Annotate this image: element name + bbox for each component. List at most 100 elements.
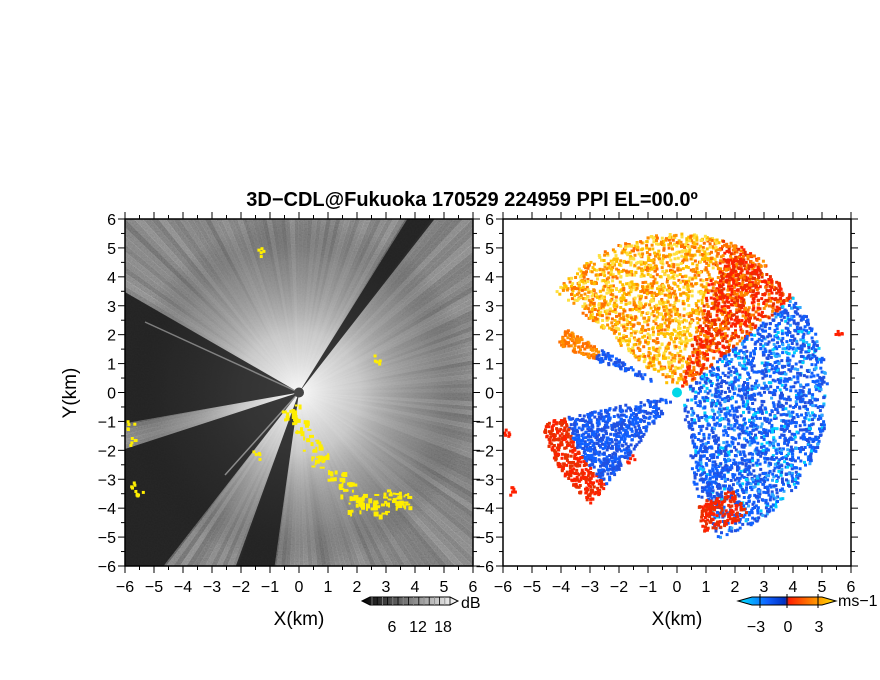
- velocity-pixel: [699, 389, 702, 393]
- velocity-pixel: [574, 276, 578, 279]
- velocity-pixel: [582, 281, 586, 285]
- velocity-pixel: [628, 257, 632, 261]
- velocity-pixel: [702, 293, 706, 297]
- reflectivity-highlight: [387, 489, 392, 493]
- velocity-pixel: [766, 478, 770, 482]
- velocity-pixel: [675, 241, 679, 245]
- velocity-pixel: [786, 443, 790, 447]
- velocity-pixel: [709, 341, 713, 345]
- velocity-pixel: [810, 396, 814, 400]
- velocity-pixel: [778, 282, 781, 286]
- velocity-pixel: [695, 339, 699, 343]
- velocity-pixel: [648, 303, 652, 307]
- velocity-pixel: [655, 236, 659, 240]
- velocity-pixel: [724, 320, 728, 324]
- velocity-pixel: [703, 399, 707, 403]
- velocity-pixel: [777, 469, 781, 473]
- velocity-pixel: [725, 278, 729, 282]
- velocity-pixel: [778, 290, 781, 294]
- velocity-pixel: [719, 259, 723, 263]
- velocity-pixel: [579, 279, 583, 283]
- velocity-pixel: [682, 370, 686, 374]
- velocity-pixel: [725, 245, 729, 249]
- velocity-pixel: [711, 475, 715, 479]
- velocity-pixel: [687, 250, 691, 254]
- velocity-pixel: [678, 332, 682, 336]
- velocity-pixel: [641, 289, 645, 293]
- velocity-pixel: [723, 465, 727, 469]
- velocity-pixel: [768, 349, 772, 353]
- velocity-pixel: [740, 336, 744, 340]
- velocity-pixel: [731, 261, 735, 265]
- velocity-pixel: [647, 347, 651, 350]
- reflectivity-highlight: [353, 495, 359, 500]
- velocity-pixel: [777, 443, 780, 447]
- velocity-pixel: [703, 488, 707, 492]
- velocity-pixel: [569, 472, 573, 476]
- velocity-pixel: [781, 371, 784, 375]
- velocity-pixel: [735, 311, 739, 315]
- velocity-pixel: [807, 442, 811, 446]
- velocity-pixel: [712, 293, 716, 297]
- velocity-pixel: [713, 435, 716, 439]
- velocity-pixel: [790, 474, 794, 478]
- velocity-pixel: [649, 299, 653, 303]
- reflectivity-highlight: [359, 502, 363, 506]
- velocity-pixel: [796, 376, 800, 380]
- velocity-pixel: [591, 266, 595, 270]
- velocity-pixel: [671, 247, 674, 251]
- velocity-pixel: [810, 432, 814, 435]
- velocity-pixel: [694, 234, 698, 238]
- velocity-pixel: [649, 259, 653, 262]
- velocity-pixel: [657, 329, 661, 333]
- velocity-pixel: [616, 268, 620, 272]
- velocity-pixel: [739, 249, 743, 253]
- reflectivity-highlight: [407, 495, 413, 499]
- velocity-pixel: [680, 254, 684, 258]
- velocity-pixel: [781, 343, 785, 347]
- reflectivity-highlight: [311, 465, 316, 468]
- velocity-pixel: [622, 291, 626, 295]
- velocity-pixel: [676, 284, 680, 288]
- velocity-pixel: [706, 345, 710, 349]
- velocity-pixel: [737, 309, 741, 313]
- velocity-pixel: [735, 409, 739, 413]
- reflectivity-highlight: [309, 434, 315, 438]
- velocity-pixel: [807, 455, 811, 459]
- velocity-pixel: [599, 325, 603, 329]
- velocity-pixel: [776, 465, 780, 469]
- velocity-pixel: [714, 261, 718, 265]
- velocity-pixel: [724, 258, 728, 262]
- velocity-pixel: [671, 378, 675, 382]
- velocity-pixel: [822, 371, 826, 374]
- velocity-pixel: [711, 286, 715, 290]
- blocked-sector: [235, 392, 299, 566]
- velocity-pixel: [740, 424, 744, 428]
- velocity-pixel: [756, 332, 760, 336]
- velocity-pixel: [679, 292, 683, 296]
- velocity-pixel: [727, 343, 731, 347]
- velocity-pixel: [712, 418, 716, 422]
- velocity-pixel: [687, 303, 691, 307]
- velocity-pixel: [734, 400, 738, 404]
- reflectivity-highlight: [403, 501, 409, 504]
- velocity-pixel: [655, 303, 659, 307]
- velocity-pixel: [719, 255, 723, 259]
- velocity-pixel: [790, 421, 794, 425]
- velocity-pixel: [810, 401, 814, 404]
- velocity-pixel: [750, 365, 754, 369]
- velocity-pixel: [799, 328, 803, 332]
- velocity-pixel: [805, 329, 808, 333]
- velocity-pixel: [785, 346, 789, 350]
- velocity-pixel: [592, 304, 596, 308]
- velocity-pixel: [799, 354, 803, 358]
- velocity-pixel: [784, 326, 788, 330]
- velocity-pixel: [756, 339, 760, 343]
- velocity-pixel: [665, 288, 669, 292]
- velocity-pixel: [719, 451, 723, 455]
- velocity-pixel: [589, 314, 593, 318]
- velocity-pixel: [733, 297, 737, 301]
- velocity-pixel: [746, 378, 749, 381]
- velocity-pixel: [703, 445, 707, 449]
- velocity-pixel: [686, 266, 690, 269]
